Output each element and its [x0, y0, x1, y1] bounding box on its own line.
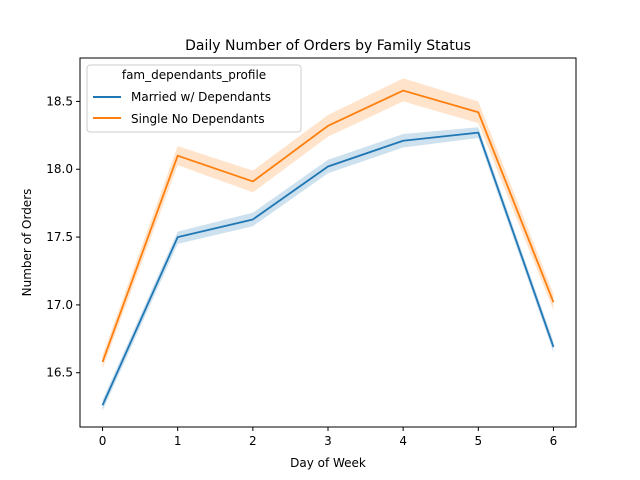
legend-title: fam_dependants_profile: [122, 68, 266, 82]
y-tick-label: 17.0: [46, 298, 73, 312]
plot-area: [101, 78, 555, 411]
y-tick-label: 16.5: [46, 366, 73, 380]
y-tick-label: 18.0: [46, 162, 73, 176]
x-tick-label: 0: [99, 434, 107, 448]
y-tick-label: 17.5: [46, 230, 73, 244]
ci-band-single: [102, 78, 554, 369]
legend-box: [86, 64, 302, 133]
x-tick-label: 4: [399, 434, 407, 448]
legend: fam_dependants_profile Married w/ Depend…: [86, 64, 302, 133]
x-axis-label: Day of Week: [290, 456, 366, 470]
x-axis: 0 1 2 3 4 5 6: [99, 427, 558, 448]
y-tick-label: 18.5: [46, 94, 73, 108]
chart-title: Daily Number of Orders by Family Status: [185, 38, 471, 54]
x-tick-label: 6: [550, 434, 558, 448]
y-axis: 16.5 17.0 17.5 18.0 18.5: [46, 94, 80, 380]
y-axis-label: Number of Orders: [20, 189, 34, 297]
x-tick-label: 3: [324, 434, 332, 448]
x-tick-label: 1: [174, 434, 182, 448]
legend-label-married: Married w/ Dependants: [131, 90, 271, 104]
x-tick-label: 2: [249, 434, 257, 448]
legend-label-single: Single No Dependants: [131, 112, 265, 126]
x-tick-label: 5: [474, 434, 482, 448]
